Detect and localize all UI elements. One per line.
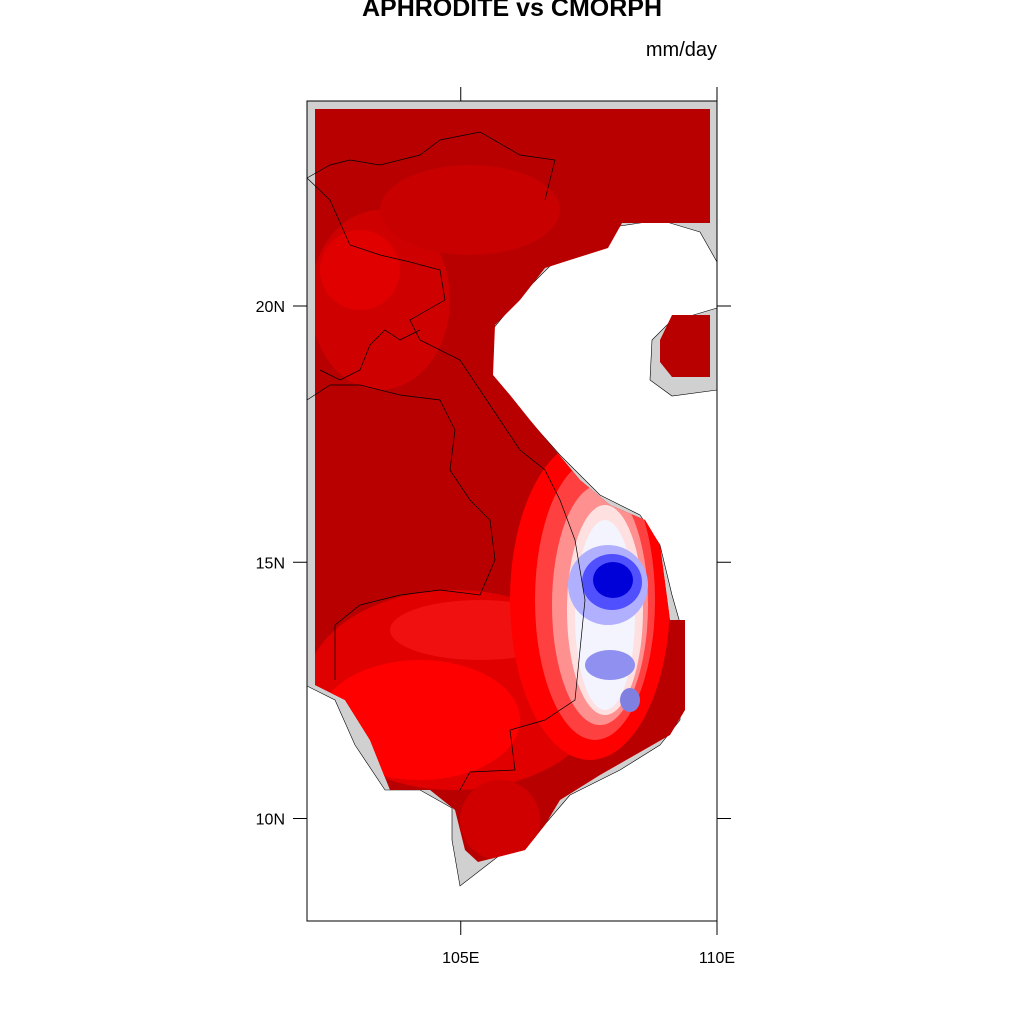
units-label: mm/day bbox=[646, 39, 717, 61]
lat-tick-label: 20N bbox=[256, 299, 285, 316]
country-borders bbox=[306, 131, 586, 791]
lon-tick-label: 105E bbox=[442, 950, 479, 967]
precip-field bbox=[315, 109, 710, 862]
map-title: APHRODITE vs CMORPH bbox=[362, 0, 662, 22]
map-frame bbox=[306, 100, 718, 922]
lon-tick-label: 110E bbox=[699, 950, 735, 967]
lat-tick-label: 15N bbox=[256, 555, 285, 572]
lat-tick-label: 10N bbox=[256, 812, 285, 829]
